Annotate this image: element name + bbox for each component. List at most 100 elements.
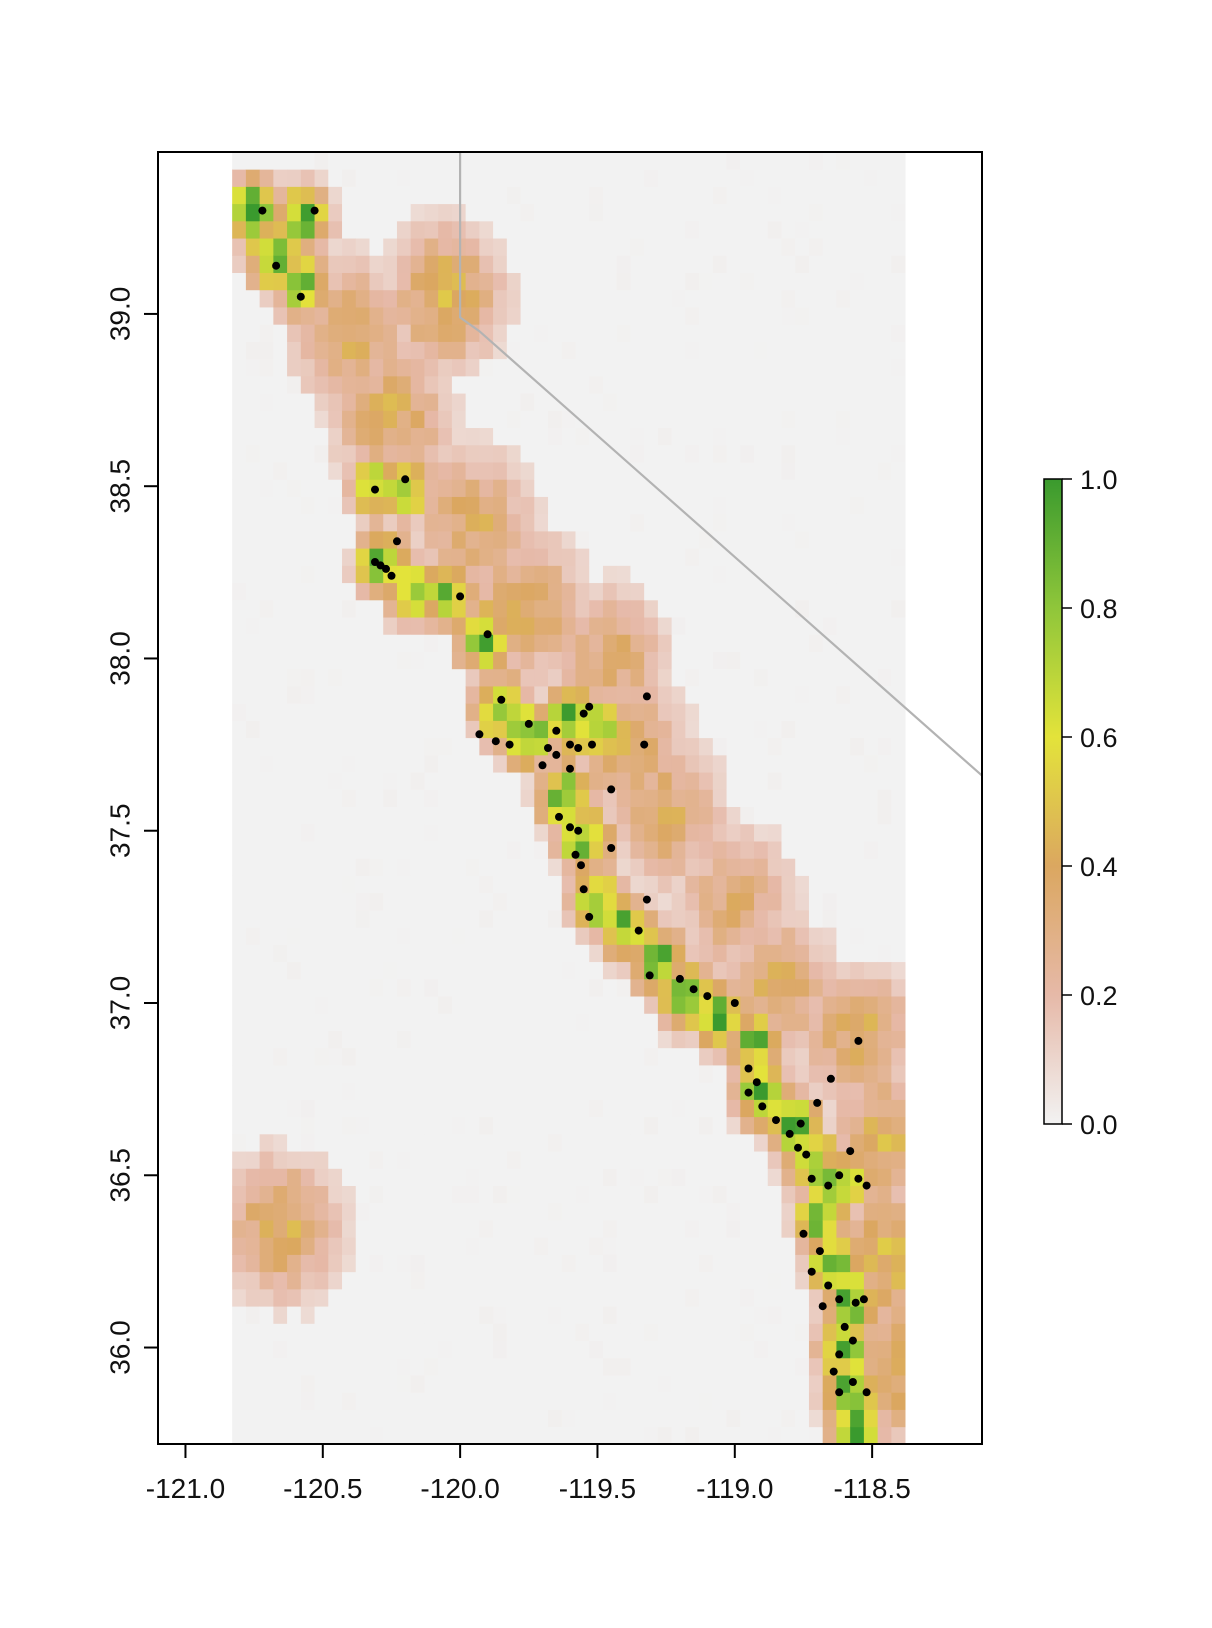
raster-cell	[232, 462, 247, 480]
raster-cell	[795, 703, 810, 721]
raster-cell	[850, 841, 865, 859]
raster-cell	[726, 1168, 741, 1186]
raster-cell	[383, 996, 398, 1014]
raster-cell	[726, 307, 741, 325]
raster-cell	[520, 393, 535, 411]
raster-cell	[451, 996, 467, 1014]
raster-cell	[767, 496, 782, 515]
raster-cell	[671, 548, 686, 566]
raster-cell	[685, 1151, 700, 1169]
raster-cell	[479, 961, 494, 980]
raster-cell	[300, 307, 315, 325]
raster-cell	[685, 238, 700, 256]
raster-cell	[836, 1306, 851, 1324]
raster-cell	[232, 479, 247, 497]
raster-cell	[589, 996, 604, 1014]
raster-cell	[287, 220, 302, 239]
raster-cell	[232, 530, 247, 549]
raster-cell	[781, 599, 796, 618]
raster-cell	[589, 1116, 604, 1135]
raster-cell	[479, 324, 494, 342]
raster-cell	[657, 737, 673, 756]
raster-cell	[781, 789, 796, 808]
raster-cell	[891, 823, 906, 842]
raster-cell	[479, 875, 494, 894]
raster-cell	[314, 1254, 329, 1273]
raster-cell	[479, 255, 494, 273]
raster-cell	[287, 1288, 302, 1307]
raster-cell	[575, 961, 590, 980]
raster-cell	[781, 1426, 796, 1444]
raster-cell	[493, 203, 508, 222]
raster-cell	[781, 548, 796, 566]
occurrence-point	[818, 1302, 827, 1311]
raster-cell	[245, 1271, 261, 1290]
raster-cell	[712, 1116, 727, 1135]
raster-cell	[767, 462, 782, 480]
raster-cell	[410, 1065, 425, 1083]
raster-cell	[424, 444, 439, 463]
raster-cell	[548, 496, 563, 515]
raster-cell	[863, 1185, 879, 1204]
raster-cell	[548, 599, 563, 618]
raster-cell	[657, 1065, 673, 1083]
raster-cell	[877, 651, 892, 670]
raster-cell	[657, 686, 673, 704]
raster-cell	[520, 1323, 535, 1342]
raster-cell	[342, 393, 357, 411]
raster-cell	[877, 1220, 892, 1238]
raster-cell	[740, 961, 755, 980]
raster-cell	[657, 152, 673, 170]
raster-cell	[534, 668, 549, 687]
raster-cell	[328, 1116, 343, 1135]
raster-cell	[410, 754, 425, 773]
raster-cell	[369, 1185, 384, 1204]
raster-cell	[245, 1151, 261, 1169]
raster-cell	[328, 1357, 343, 1376]
raster-cell	[863, 1047, 879, 1066]
raster-cell	[589, 1288, 604, 1307]
raster-cell	[822, 548, 837, 566]
raster-cell	[383, 375, 398, 394]
raster-cell	[245, 479, 261, 497]
raster-cell	[232, 1099, 247, 1118]
raster-cell	[506, 220, 521, 239]
raster-cell	[465, 1116, 480, 1135]
raster-cell	[383, 341, 398, 360]
raster-cell	[877, 1116, 892, 1135]
raster-cell	[520, 1185, 535, 1204]
raster-cell	[589, 1392, 604, 1410]
raster-cell	[259, 375, 274, 394]
raster-cell	[754, 1151, 769, 1169]
raster-cell	[767, 1375, 782, 1393]
raster-cell	[877, 410, 892, 429]
raster-cell	[685, 823, 700, 842]
raster-cell	[589, 823, 604, 842]
raster-cell	[575, 272, 590, 291]
raster-cell	[287, 358, 302, 377]
raster-cell	[822, 169, 837, 187]
raster-cell	[314, 238, 329, 256]
raster-cell	[685, 944, 700, 963]
raster-cell	[602, 1013, 618, 1031]
raster-cell	[644, 1323, 659, 1342]
raster-cell	[369, 1271, 384, 1290]
raster-cell	[424, 427, 439, 446]
raster-cell	[891, 272, 906, 291]
raster-cell	[795, 668, 810, 687]
raster-cell	[850, 617, 865, 635]
raster-cell	[273, 548, 288, 566]
raster-cell	[493, 1306, 508, 1324]
raster-cell	[424, 599, 439, 618]
raster-cell	[657, 875, 673, 894]
raster-cell	[863, 375, 879, 394]
raster-cell	[822, 1168, 837, 1186]
raster-cell	[712, 1340, 727, 1359]
raster-cell	[342, 427, 357, 446]
raster-cell	[342, 272, 357, 291]
raster-cell	[781, 1133, 796, 1152]
raster-cell	[671, 1254, 686, 1273]
raster-cell	[671, 634, 686, 652]
raster-cell	[383, 203, 398, 222]
raster-cell	[287, 238, 302, 256]
